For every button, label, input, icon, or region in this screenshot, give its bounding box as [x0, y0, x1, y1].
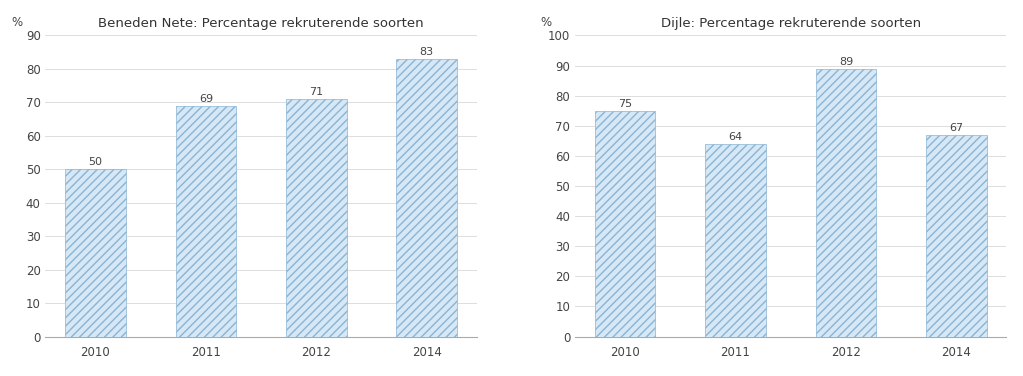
Text: 89: 89	[839, 57, 853, 67]
Bar	[594, 111, 656, 337]
Title: Dijle: Percentage rekruterende soorten: Dijle: Percentage rekruterende soorten	[661, 17, 921, 30]
Text: 69: 69	[198, 94, 213, 104]
Bar	[926, 135, 987, 337]
Title: Beneden Nete: Percentage rekruterende soorten: Beneden Nete: Percentage rekruterende so…	[98, 17, 424, 30]
Text: 64: 64	[728, 132, 743, 142]
Bar	[397, 59, 457, 337]
Bar	[286, 99, 347, 337]
Bar	[176, 106, 236, 337]
Text: %: %	[11, 17, 23, 29]
Text: 67: 67	[949, 123, 964, 133]
Bar	[815, 68, 877, 337]
Bar	[705, 144, 766, 337]
Text: 75: 75	[618, 99, 632, 109]
Bar	[65, 169, 126, 337]
Text: %: %	[540, 17, 551, 29]
Text: 83: 83	[419, 47, 434, 57]
Text: 71: 71	[309, 87, 323, 97]
Text: 50: 50	[88, 157, 102, 167]
